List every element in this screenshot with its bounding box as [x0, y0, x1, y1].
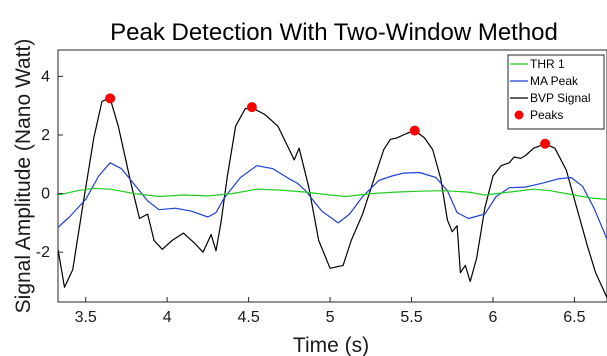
legend: THR 1 MA Peak BVP Signal Peaks [507, 54, 605, 130]
x-tick-label: 3.5 [75, 309, 97, 326]
legend-label-ma-peak: MA Peak [530, 74, 579, 88]
legend-label-bvp-signal: BVP Signal [530, 91, 591, 105]
legend-swatch-peaks [514, 110, 524, 120]
y-tick-label: 0 [41, 186, 50, 203]
chart-title: Peak Detection With Two-Window Method [110, 19, 558, 46]
x-tick-label: 6 [489, 309, 498, 326]
x-tick-label: 6.5 [563, 309, 585, 326]
series-layer [58, 93, 607, 298]
x-tick-label: 5.5 [400, 309, 422, 326]
peak-marker [105, 93, 116, 104]
peak-marker [540, 138, 551, 149]
y-tick-label: 4 [41, 68, 50, 85]
x-tick-label: 4 [163, 309, 172, 326]
y-tick-label: 2 [41, 127, 50, 144]
x-tick-label: 4.5 [237, 309, 259, 326]
series-line-thr-1 [58, 187, 607, 200]
series-line-ma-peak [58, 162, 607, 240]
legend-items: THR 1 MA Peak BVP Signal Peaks [510, 57, 591, 122]
ticks-layer: 3.5 4 4.5 5 5.5 6 6.5 -2 0 2 4 [36, 68, 586, 326]
x-axis-title: Time (s) [293, 334, 369, 356]
y-axis-title: Signal Amplitude (Nano Watt) [12, 39, 35, 314]
plot-frame [57, 49, 607, 303]
legend-label-peaks: Peaks [530, 108, 563, 122]
peak-marker [409, 125, 420, 136]
series-line-bvp-signal [58, 97, 607, 298]
legend-label-thr-1: THR 1 [530, 57, 565, 71]
x-tick-label: 5 [326, 309, 335, 326]
peak-marker [246, 102, 257, 113]
legend-box [507, 54, 605, 130]
y-tick-label: -2 [36, 244, 50, 261]
